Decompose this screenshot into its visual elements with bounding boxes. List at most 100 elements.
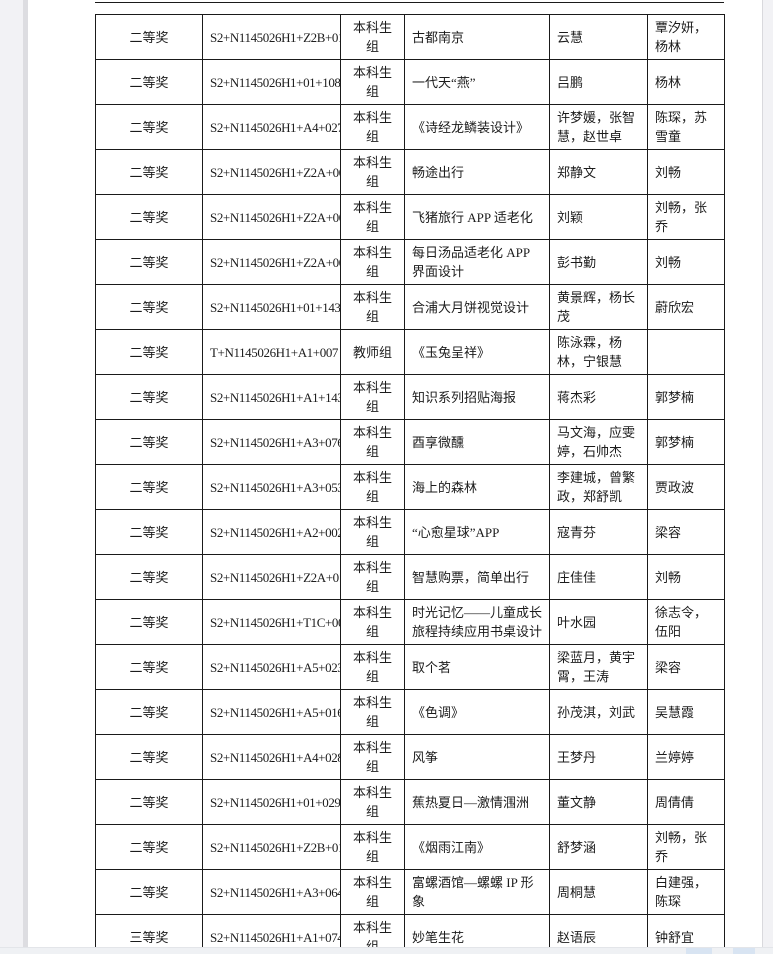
cell-code: S2+N1145026H1+Z2A+004 [202,194,341,240]
cell-title: 《诗经龙鳞装设计》 [404,104,550,150]
awards-table-body: 二等奖 S2+N1145026H1+Z2B+016 本科生组 古都南京 云慧 覃汐妍，杨林… [95,14,725,954]
cell-code: S2+N1145026H1+A4+027 [202,104,341,150]
cell-advisors: 刘畅，张乔 [647,194,725,240]
cell-title: 《玉兔呈祥》 [404,329,550,375]
cell-code: S2+N1145026H1+A3+076 [202,419,341,465]
cell-advisors: 刘畅，张乔 [647,824,725,870]
cell-group: 本科生组 [340,104,405,150]
cell-advisors: 周倩倩 [647,779,725,825]
cell-award: 二等奖 [95,554,203,600]
cell-title: 智慧购票，简单出行 [404,554,550,600]
cell-advisors [647,329,725,375]
cell-code: S2+N1145026H1+T1C+003 [202,599,341,645]
cell-group: 本科生组 [340,374,405,420]
table-row: 二等奖 S2+N1145026H1+Z2A+008 本科生组 每日汤品适老化 APP … [95,239,725,285]
cell-award: 二等奖 [95,509,203,555]
cell-group: 教师组 [340,329,405,375]
cell-code: S2+N1145026H1+A3+064 [202,869,341,915]
cell-title: 畅途出行 [404,149,550,195]
cell-authors: 寇青芬 [549,509,648,555]
cell-code: S2+N1145026H1+A2+002 [202,509,341,555]
table-row: 二等奖 S2+N1145026H1+Z2A+011 本科生组 智慧购票，简单出行 庄佳佳… [95,554,725,600]
cell-group: 本科生组 [340,644,405,690]
cell-advisors: 贾政波 [647,464,725,510]
cell-advisors: 覃汐妍，杨林 [647,14,725,60]
cell-award: 二等奖 [95,374,203,420]
table-row: 二等奖 S2+N1145026H1+A3+076 本科生组 酉享微醺 马文海，应雯婷，石… [95,419,725,465]
cell-advisors: 蔚欣宏 [647,284,725,330]
cell-award: 二等奖 [95,194,203,240]
cell-authors: 刘颖 [549,194,648,240]
cell-authors: 陈泳霖，杨林，宁银慧 [549,329,648,375]
table-row: 二等奖 S2+N1145026H1+A3+064 本科生组 富螺酒馆—螺螺 IP 形象… [95,869,725,915]
cell-authors: 郑静文 [549,149,648,195]
table-row: 二等奖 T+N1145026H1+A1+007 教师组 《玉兔呈祥》 陈泳霖，杨林，宁银… [95,329,725,375]
cell-authors: 云慧 [549,14,648,60]
table-row: 二等奖 S2+N1145026H1+A5+023 本科生组 取个茗 梁蓝月，黄宇霄，王涛… [95,644,725,690]
cell-advisors: 刘畅 [647,554,725,600]
table-row: 二等奖 S2+N1145026H1+A5+016 本科生组 《色调》 孙茂淇，刘武 吴慧霞 [95,689,725,735]
table-row: 二等奖 S2+N1145026H1+01+108 本科生组 一代天“燕” 吕鹏 杨林 [95,59,725,105]
statusbar-button-fragment[interactable] [733,948,755,954]
table-row: 二等奖 S2+N1145026H1+T1C+003 本科生组 时光记忆——儿童成长旅程… [95,599,725,645]
cell-title: 蕉热夏日—激情涠洲 [404,779,550,825]
cell-group: 本科生组 [340,14,405,60]
cell-group: 本科生组 [340,554,405,600]
cell-award: 二等奖 [95,239,203,285]
cell-award: 二等奖 [95,599,203,645]
cell-group: 本科生组 [340,59,405,105]
table-row: 二等奖 S2+N1145026H1+01+029 本科生组 蕉热夏日—激情涠洲 董文静周… [95,779,725,825]
cell-title: 取个茗 [404,644,550,690]
cell-advisors: 陈琛，苏雪童 [647,104,725,150]
statusbar-button-fragment[interactable] [686,948,712,954]
cell-group: 本科生组 [340,779,405,825]
cell-authors: 董文静 [549,779,648,825]
cell-authors: 蒋杰彩 [549,374,648,420]
table-row: 二等奖 S2+N1145026H1+Z2A+002 本科生组 畅途出行 郑静文 刘畅 [95,149,725,195]
cell-authors: 吕鹏 [549,59,648,105]
cell-title: 古都南京 [404,14,550,60]
cell-code: S2+N1145026H1+Z2A+002 [202,149,341,195]
cell-authors: 李建城，曾繁政，郑舒凯 [549,464,648,510]
previous-row-border-fragment [95,2,724,3]
cell-code: S2+N1145026H1+01+029 [202,779,341,825]
cell-group: 本科生组 [340,419,405,465]
cell-authors: 周桐慧 [549,869,648,915]
cell-title: 《色调》 [404,689,550,735]
cell-code: S2+N1145026H1+A5+023 [202,644,341,690]
document-page: 二等奖 S2+N1145026H1+Z2B+016 本科生组 古都南京 云慧 覃汐妍，杨林… [28,0,763,954]
cell-authors: 梁蓝月，黄宇霄，王涛 [549,644,648,690]
cell-authors: 叶水园 [549,599,648,645]
table-row: 二等奖 S2+N1145026H1+Z2A+004 本科生组 飞猪旅行 APP 适老化… [95,194,725,240]
page-left-edge-shadow [23,0,28,947]
table-row: 二等奖 S2+N1145026H1+Z2B+015 本科生组 《烟雨江南》 舒梦涵 刘畅，… [95,824,725,870]
cell-title: 酉享微醺 [404,419,550,465]
cell-group: 本科生组 [340,824,405,870]
cell-authors: 许梦媛，张智慧，赵世卓 [549,104,648,150]
cell-title: 知识系列招贴海报 [404,374,550,420]
cell-award: 二等奖 [95,824,203,870]
cell-code: S2+N1145026H1+Z2A+011 [202,554,341,600]
cell-advisors: 郭梦楠 [647,374,725,420]
cell-code: S2+N1145026H1+A4+028 [202,734,341,780]
cell-title: 一代天“燕” [404,59,550,105]
cell-title: 《烟雨江南》 [404,824,550,870]
table-row: 二等奖 S2+N1145026H1+A4+028 本科生组 风筝 王梦丹 兰婷婷 [95,734,725,780]
cell-group: 本科生组 [340,239,405,285]
cell-code: S2+N1145026H1+A5+016 [202,689,341,735]
table-row: 二等奖 S2+N1145026H1+A4+027 本科生组 《诗经龙鳞装设计》 许梦媛，… [95,104,725,150]
bottom-workspace-band [0,947,773,954]
table-row: 二等奖 S2+N1145026H1+A3+053 本科生组 海上的森林 李建城，曾繁政，… [95,464,725,510]
cell-award: 二等奖 [95,149,203,195]
cell-advisors: 杨林 [647,59,725,105]
table-row: 二等奖 S2+N1145026H1+A2+002 本科生组 “心愈星球”APP 寇青芬梁… [95,509,725,555]
cell-title: 时光记忆——儿童成长旅程持续应用书桌设计 [404,599,550,645]
cell-authors: 庄佳佳 [549,554,648,600]
cell-code: S2+N1145026H1+01+143 [202,284,341,330]
table-row: 二等奖 S2+N1145026H1+A1+143 本科生组 知识系列招贴海报 蒋杰彩 郭梦… [95,374,725,420]
cell-title: 富螺酒馆—螺螺 IP 形象 [404,869,550,915]
cell-title: 海上的森林 [404,464,550,510]
cell-award: 二等奖 [95,689,203,735]
cell-group: 本科生组 [340,149,405,195]
cell-group: 本科生组 [340,599,405,645]
